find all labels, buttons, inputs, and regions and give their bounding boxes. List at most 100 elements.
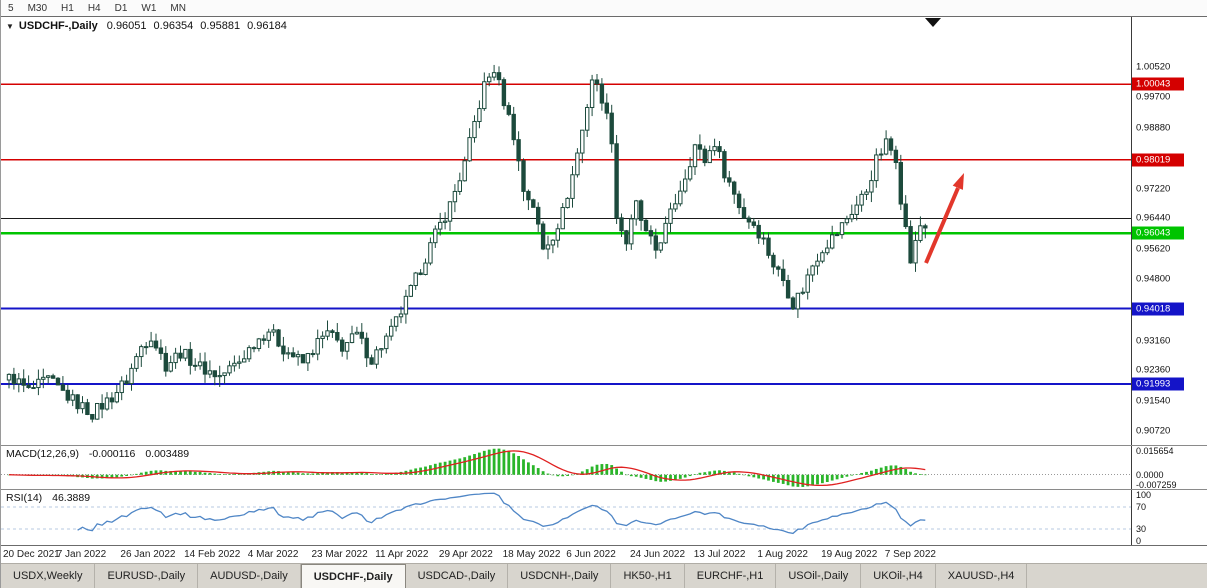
tf-d1-button[interactable]: D1	[114, 2, 128, 14]
candle-body	[506, 105, 512, 115]
trend-arrow-line[interactable]	[924, 187, 960, 264]
tab-usdcad-daily[interactable]: USDCAD-,Daily	[405, 564, 509, 588]
candle-body	[413, 272, 418, 287]
tab-usdx-weekly[interactable]: USDX,Weekly	[1, 564, 96, 588]
candle-body	[227, 365, 232, 374]
candle-body	[46, 375, 51, 378]
level-price-label[interactable]: 0.96043	[1132, 226, 1184, 240]
candle-body	[638, 200, 644, 221]
candle-body	[374, 349, 379, 365]
candle-body	[834, 234, 840, 237]
chart-expander-icon[interactable]: ▼	[6, 21, 14, 31]
candle-body	[604, 102, 609, 114]
rsi-plot-area	[1, 490, 1131, 545]
candle-body	[712, 146, 717, 152]
macd-bar	[130, 474, 133, 476]
candle-body	[839, 222, 845, 236]
ohlc-low: 0.95881	[200, 20, 241, 32]
level-price-label[interactable]: 0.94018	[1132, 302, 1184, 316]
candle-body	[119, 380, 124, 394]
macd-bar	[507, 451, 511, 475]
macd-bar	[752, 474, 756, 478]
rsi-panel: RSI(14) 46.3889 100 70 30 0	[1, 490, 1207, 546]
candle-body	[99, 403, 105, 410]
candle-body	[536, 206, 541, 225]
tf-m5-button[interactable]: 5	[8, 2, 14, 14]
level-price-label[interactable]: 1.00043	[1132, 77, 1184, 91]
candle-body	[859, 193, 864, 206]
macd-bar	[654, 474, 658, 482]
macd-bar	[865, 471, 868, 475]
tab-eurusd-daily[interactable]: EURUSD-,Daily	[95, 564, 199, 588]
tf-w1-button[interactable]: W1	[141, 2, 157, 14]
macd-axis-label: -0.007259	[1136, 480, 1177, 489]
tf-h4-button[interactable]: H4	[87, 2, 101, 14]
candle-body	[70, 394, 75, 401]
candle-body	[467, 137, 472, 162]
candle-body	[354, 331, 360, 335]
candle-body	[222, 372, 227, 377]
candle-body	[776, 266, 781, 270]
macd-label: MACD(12,26,9) -0.000116 0.003489	[6, 448, 196, 460]
tab-audusd-daily[interactable]: AUDUSD-,Daily	[198, 564, 301, 588]
candle-body	[707, 150, 712, 164]
macd-bar	[203, 472, 207, 475]
tab-usdchf-daily[interactable]: USDCHF-,Daily	[300, 564, 406, 588]
macd-bar	[208, 473, 212, 475]
trend-arrow-head[interactable]	[952, 173, 964, 190]
tab-usdcnh-daily[interactable]: USDCNH-,Daily	[508, 564, 612, 588]
tf-h1-button[interactable]: H1	[61, 2, 74, 14]
date-label: 20 Dec 2021	[3, 549, 60, 560]
candle-body	[418, 272, 423, 276]
candle-body	[923, 225, 928, 229]
tab-ukoil-h4[interactable]: UKOil-,H4	[861, 564, 936, 588]
tf-mn-button[interactable]: MN	[170, 2, 186, 14]
tab-xauusd-h4[interactable]: XAUUSD-,H4	[935, 564, 1028, 588]
tab-hk50-h1[interactable]: HK50-,H1	[611, 564, 685, 588]
candle-body	[874, 154, 879, 182]
macd-bar	[154, 470, 158, 475]
level-price-label[interactable]: 0.98019	[1132, 153, 1184, 167]
candle-body	[433, 228, 438, 244]
macd-bar	[139, 472, 143, 475]
candle-body	[883, 138, 889, 155]
macd-bar	[693, 474, 697, 475]
tab-usoil-daily[interactable]: USOil-,Daily	[776, 564, 862, 588]
macd-bar	[629, 474, 633, 477]
candle-body	[75, 394, 80, 410]
macd-bar	[179, 471, 182, 475]
candle-body	[36, 378, 41, 389]
candle-body	[50, 375, 56, 379]
candle-body	[197, 361, 203, 367]
macd-bar	[228, 474, 231, 475]
candle-body	[531, 199, 536, 208]
macd-bar	[478, 452, 481, 475]
candle-body	[785, 279, 791, 299]
macd-bar	[174, 470, 177, 475]
macd-bar	[144, 471, 148, 475]
tf-m30-button[interactable]: M30	[27, 2, 48, 14]
timeframe-toolbar: 5 M30 H1 H4 D1 W1 MN	[1, 0, 1207, 16]
date-label: 7 Jan 2022	[56, 549, 107, 560]
candle-body	[487, 76, 492, 83]
candle-body	[452, 190, 458, 203]
tab-eurchf-h1[interactable]: EURCHF-,H1	[684, 564, 777, 588]
candle-body	[585, 106, 590, 131]
candle-body	[472, 120, 477, 139]
candle-body	[673, 203, 678, 210]
level-price-label[interactable]: 0.91993	[1132, 377, 1184, 391]
macd-bar	[659, 474, 663, 482]
macd-bar	[120, 474, 124, 477]
candle-body	[825, 247, 830, 254]
candle-body	[687, 166, 693, 180]
candle-body	[212, 370, 218, 378]
triangle-marker-icon[interactable]	[925, 18, 941, 27]
macd-bar	[796, 474, 800, 487]
candle-body	[60, 384, 66, 391]
macd-bar	[747, 474, 751, 477]
candle-body	[21, 378, 26, 386]
price-plot-area[interactable]	[1, 17, 1131, 445]
macd-bar	[282, 471, 285, 475]
date-label: 19 Aug 2022	[821, 549, 878, 560]
macd-bar	[360, 472, 364, 475]
